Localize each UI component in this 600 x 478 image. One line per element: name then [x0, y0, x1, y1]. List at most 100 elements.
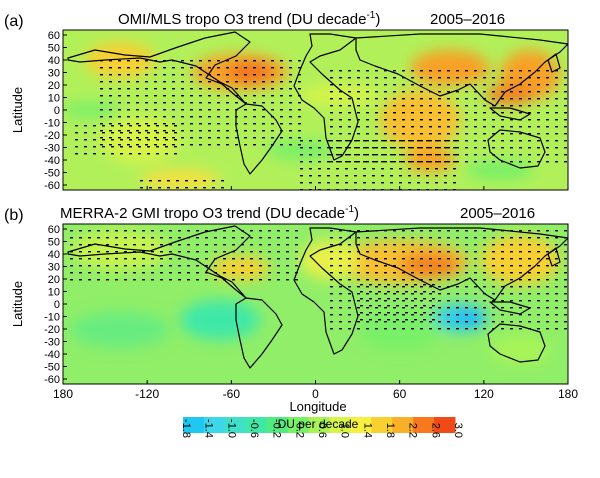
significance-dot: [111, 125, 114, 127]
significance-dot: [109, 102, 112, 104]
significance-dot: [226, 60, 229, 62]
significance-dot: [178, 258, 181, 260]
significance-dot: [127, 102, 130, 104]
lat-tick-label: -10: [44, 312, 60, 324]
significance-dot: [115, 265, 118, 267]
significance-dot: [151, 237, 154, 239]
lat-tick-label: 60: [48, 30, 60, 42]
significance-dot: [190, 74, 193, 76]
significance-dot: [250, 279, 253, 281]
significance-dot: [366, 133, 369, 135]
significance-dot: [492, 251, 495, 253]
significance-dot: [435, 196, 438, 197]
significance-dot: [262, 95, 265, 97]
significance-dot: [160, 265, 163, 267]
significance-dot: [111, 139, 114, 141]
significance-dot: [339, 98, 342, 100]
significance-dot: [330, 293, 333, 295]
significance-dot: [402, 70, 405, 72]
significance-dot: [115, 237, 118, 239]
significance-dot: [172, 123, 175, 125]
significance-dot: [438, 272, 441, 274]
significance-dot: [345, 217, 348, 218]
significance-dot: [111, 132, 114, 134]
lon-tick-label: 180: [53, 387, 73, 401]
significance-dot: [348, 251, 351, 253]
significance-dot: [109, 95, 112, 97]
significance-dot: [528, 140, 531, 142]
significance-dot: [438, 265, 441, 267]
significance-dot: [411, 251, 414, 253]
significance-dot: [372, 182, 375, 184]
significance-dot: [360, 312, 363, 314]
significance-dot: [456, 147, 459, 149]
significance-dot: [327, 161, 330, 163]
significance-dot: [429, 286, 432, 288]
significance-dot: [375, 147, 378, 149]
significance-dot: [381, 154, 384, 156]
significance-dot: [546, 140, 549, 142]
significance-dot: [420, 237, 423, 239]
significance-dot: [411, 161, 414, 163]
significance-dot: [492, 300, 495, 302]
significance-dot: [360, 291, 363, 293]
significance-dot: [438, 237, 441, 239]
significance-dot: [456, 321, 459, 323]
significance-dot: [357, 119, 360, 121]
significance-dot: [399, 196, 402, 197]
significance-dot: [537, 251, 540, 253]
significance-dot: [483, 119, 486, 121]
lat-tick-label: 30: [48, 262, 60, 274]
significance-dot: [93, 132, 96, 134]
significance-dot: [555, 112, 558, 114]
significance-dot: [519, 307, 522, 309]
significance-dot: [564, 161, 567, 163]
panel-b-coastlines: [67, 225, 568, 369]
significance-dot: [402, 105, 405, 107]
significance-dot: [438, 286, 441, 288]
significance-dot: [163, 88, 166, 90]
significance-dot: [381, 210, 384, 211]
significance-dot: [136, 88, 139, 90]
significance-dot: [124, 258, 127, 260]
significance-dot: [564, 133, 567, 135]
significance-dot: [84, 146, 87, 148]
significance-dot: [501, 98, 504, 100]
significance-dot: [118, 116, 121, 118]
significance-dot: [564, 140, 567, 142]
significance-dot: [417, 140, 420, 142]
significance-dot: [537, 147, 540, 149]
significance-dot: [399, 210, 402, 211]
significance-dot: [519, 237, 522, 239]
significance-dot: [199, 144, 202, 146]
significance-dot: [414, 298, 417, 300]
significance-dot: [181, 102, 184, 104]
significance-dot: [330, 328, 333, 330]
significance-dot: [438, 321, 441, 323]
significance-dot: [456, 286, 459, 288]
significance-dot: [381, 168, 384, 170]
significance-dot: [375, 133, 378, 135]
significance-dot: [194, 201, 197, 202]
significance-dot: [205, 258, 208, 260]
significance-dot: [429, 140, 432, 142]
significance-dot: [151, 244, 154, 246]
significance-dot: [232, 279, 235, 281]
significance-dot: [154, 137, 157, 139]
significance-dot: [149, 194, 152, 195]
significance-dot: [528, 84, 531, 86]
significance-dot: [363, 182, 366, 184]
significance-dot: [75, 139, 78, 141]
significance-dot: [510, 300, 513, 302]
significance-dot: [402, 98, 405, 100]
significance-dot: [253, 81, 256, 83]
significance-dot: [259, 279, 262, 281]
significance-dot: [393, 91, 396, 93]
significance-dot: [483, 307, 486, 309]
significance-dot: [298, 123, 301, 125]
significance-dot: [357, 272, 360, 274]
significance-dot: [519, 251, 522, 253]
significance-dot: [453, 203, 456, 204]
lat-tick-label: 10: [48, 93, 60, 105]
significance-dot: [537, 300, 540, 302]
